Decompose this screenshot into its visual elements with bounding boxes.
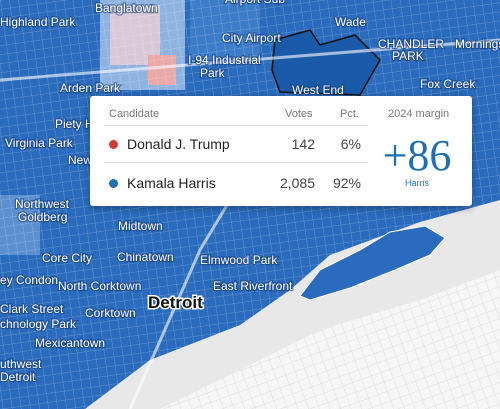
header: Votes [285, 108, 313, 120]
place-label: Chinatown [117, 250, 174, 264]
party-dot [109, 140, 118, 149]
votes: 142 [291, 136, 315, 152]
place-label: Highland Park [0, 15, 76, 29]
divider [104, 162, 368, 163]
place-label: North Corktown [58, 279, 141, 293]
header: Pct. [340, 108, 359, 120]
candidate: Kamala Harris [127, 175, 216, 191]
place-label: Core City [42, 251, 92, 265]
place-label: City Airport [222, 31, 281, 45]
place-label: Clark Street [0, 302, 64, 316]
city-label: Detroit [148, 293, 203, 312]
tooltip: Candidate Votes Pct. 2024 margin Donald … [90, 96, 472, 206]
place-label: ey Condon [0, 273, 58, 287]
district-outline [271, 29, 381, 96]
place-label: East Riverfront [213, 279, 293, 293]
place-label: Virginia Park [5, 136, 74, 150]
place-label: Banglatown [95, 1, 158, 15]
place-label: chnology Park [0, 317, 77, 331]
pct: 6% [340, 136, 361, 152]
place-label: Airport Sub [225, 0, 285, 6]
place-label: I-94 Industrial [188, 53, 261, 67]
header: 2024 margin [388, 108, 450, 120]
belle-isle [299, 225, 446, 301]
place-label: New [68, 153, 92, 167]
place-label: Mexicantown [35, 336, 105, 350]
pct: 92% [332, 175, 361, 191]
margin-winner: Harris [405, 178, 429, 188]
votes: 2,085 [279, 175, 315, 191]
party-dot [109, 179, 118, 188]
canada-streets [160, 270, 500, 409]
highway [0, 38, 500, 82]
place-label: Detroit [0, 370, 36, 384]
place-label: CHANDLER [378, 37, 444, 51]
place-label: Northwest [15, 197, 70, 211]
candidate: Donald J. Trump [127, 136, 230, 152]
place-label: Corktown [85, 306, 136, 320]
place-label: Fox Creek [420, 77, 476, 91]
place-label: Park [200, 66, 226, 80]
place-label: uthwest [0, 357, 42, 371]
place-label: PARK [392, 49, 424, 63]
place-label: Goldberg [18, 210, 67, 224]
place-label: Wade [335, 15, 366, 29]
place-label: Arden Park [60, 81, 121, 95]
place-label: Midtown [118, 219, 163, 233]
divider [104, 125, 368, 126]
margin: +86 [382, 131, 452, 180]
place-label: Morningside [455, 37, 500, 51]
place-label: West End [292, 83, 344, 97]
place-label: Elmwood Park [200, 253, 278, 267]
highway [128, 199, 232, 409]
header: Candidate [109, 108, 160, 120]
